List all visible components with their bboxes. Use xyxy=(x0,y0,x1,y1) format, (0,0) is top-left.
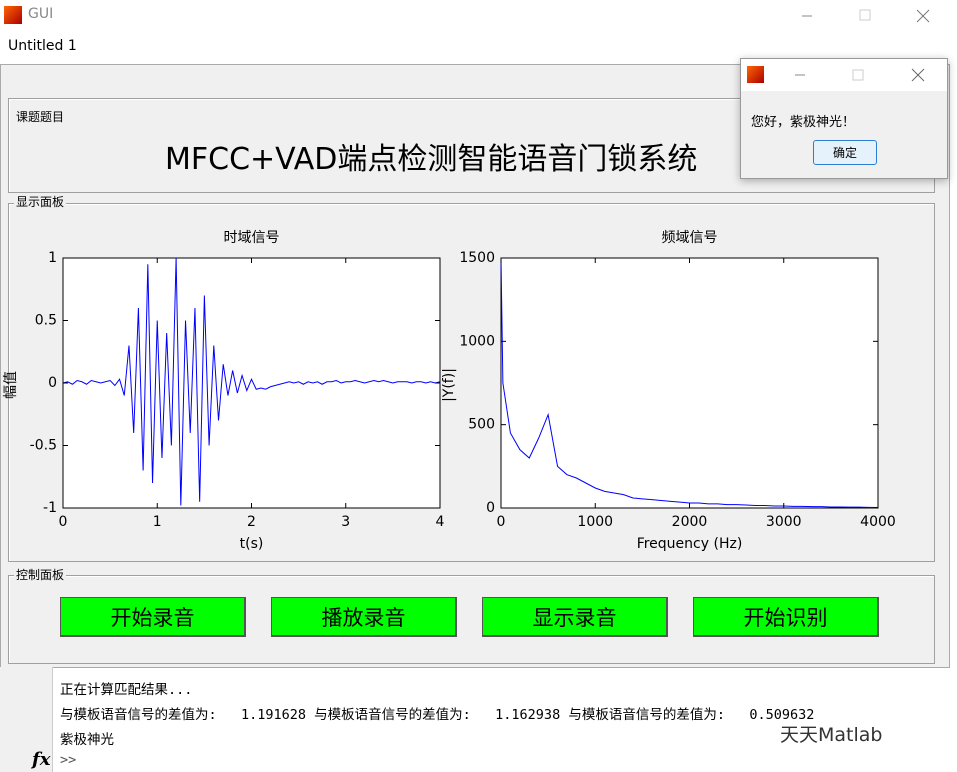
window-title: GUI xyxy=(28,6,54,22)
chart-title: 频域信号 xyxy=(662,230,718,246)
x-tick-label: 3000 xyxy=(766,514,802,530)
x-tick-label: 3 xyxy=(341,514,350,530)
chart-title: 时域信号 xyxy=(224,230,280,246)
system-title: MFCC+VAD端点检测智能语音门锁系统 xyxy=(165,142,698,177)
prompt[interactable]: >> xyxy=(60,752,77,768)
x-tick-label: 0 xyxy=(497,514,506,530)
charts: 0 1 2 3 4 -1 -0.5 0 0.5 1 时域信号 t(s) 幅值 0 1000 2000 3000 4… xyxy=(3,230,896,552)
y-tick-label: 0.5 xyxy=(35,313,57,329)
x-tick-label: 2 xyxy=(247,514,256,530)
menu-item[interactable]: Untitled 1 xyxy=(8,38,77,54)
y-tick-label: 0 xyxy=(486,500,495,516)
title-bar: GUI xyxy=(0,0,957,32)
dialog: 您好，紫极神光！ 确定 xyxy=(740,58,948,179)
command-line: 紫极神光 xyxy=(60,732,114,748)
y-tick-label: 500 xyxy=(468,417,495,433)
y-tick-label: -0.5 xyxy=(30,438,57,454)
y-axis-label: 幅值 xyxy=(3,371,19,399)
y-tick-label: -1 xyxy=(43,500,57,516)
panel-label: 显示面板 xyxy=(14,193,67,210)
y-tick-label: 0 xyxy=(48,375,57,391)
x-tick-label: 2000 xyxy=(672,514,708,530)
button[interactable]: 开始识别 xyxy=(693,597,879,637)
display-panel xyxy=(8,203,935,562)
plot-area xyxy=(500,257,879,509)
dialog-message: 您好，紫极神光！ xyxy=(751,115,856,130)
button[interactable]: 播放录音 xyxy=(271,597,457,637)
window-controls[interactable] xyxy=(780,0,957,32)
fx-icon[interactable]: fx xyxy=(32,749,51,770)
control-panel xyxy=(8,575,935,664)
button[interactable]: 开始录音 xyxy=(60,597,246,637)
button[interactable]: 显示录音 xyxy=(482,597,668,637)
y-tick-label: 1000 xyxy=(459,333,495,349)
command-line: 与模板语音信号的差值为: 1.191628 与模板语音信号的差值为: 1.162… xyxy=(60,707,815,723)
side-strip xyxy=(0,667,53,772)
y-tick-label: 1 xyxy=(48,250,57,266)
dialog-controls[interactable] xyxy=(781,59,947,91)
plot-area xyxy=(62,257,441,509)
x-axis-label: t(s) xyxy=(240,536,264,552)
x-tick-label: 4000 xyxy=(860,514,896,530)
x-tick-label: 0 xyxy=(59,514,68,530)
x-tick-label: 1000 xyxy=(577,514,613,530)
signal-line xyxy=(62,257,441,506)
panel-label: 课题题目 xyxy=(14,108,67,125)
x-axis-label: Frequency (Hz) xyxy=(637,536,743,552)
command-line: 正在计算匹配结果... xyxy=(60,682,193,698)
app-icon xyxy=(4,6,22,24)
y-tick-label: 1500 xyxy=(459,250,495,266)
x-tick-label: 1 xyxy=(153,514,162,530)
panel-label: 控制面板 xyxy=(14,566,67,583)
dialog-title-bar xyxy=(741,59,947,91)
y-axis-label: |Y(f)| xyxy=(441,368,457,402)
x-tick-label: 4 xyxy=(436,514,445,530)
watermark: 天天Matlab xyxy=(780,724,883,746)
signal-line xyxy=(500,257,879,508)
app-icon xyxy=(747,66,764,83)
ok-button[interactable]: 确定 xyxy=(813,140,877,165)
